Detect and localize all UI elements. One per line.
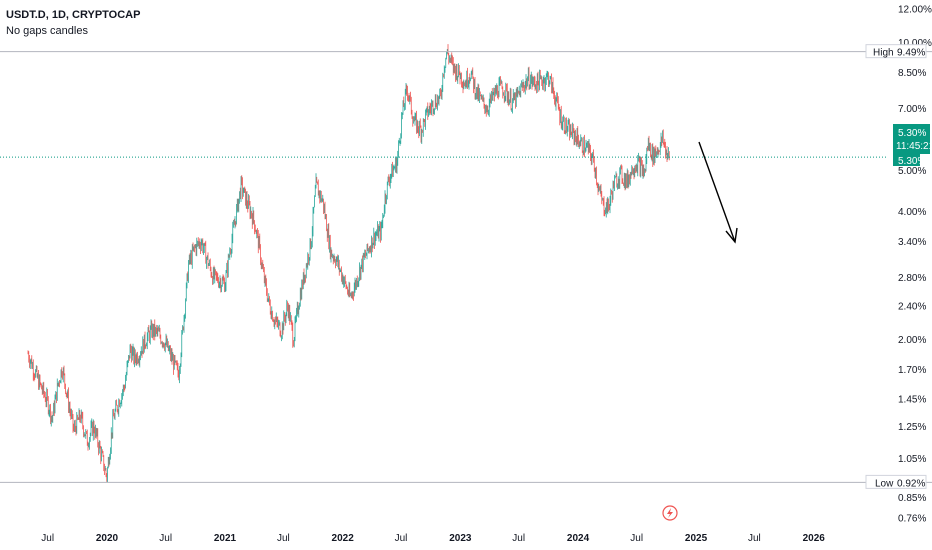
chart-subtitle: No gaps candles: [6, 25, 88, 37]
price-tick-label: 2.00%: [898, 335, 926, 346]
price-tick-label: 7.00%: [898, 104, 926, 115]
time-tick-label: 2025: [685, 533, 708, 544]
time-tick-label: 2026: [803, 533, 826, 544]
time-tick-label: Jul: [41, 533, 54, 544]
time-tick-label: 2020: [96, 533, 119, 544]
down-arrow-head: [725, 227, 738, 244]
current-price-box-lower: [893, 154, 920, 166]
time-tick-label: 2023: [449, 533, 472, 544]
lightning-event-icon[interactable]: [662, 505, 678, 521]
price-axis: 12.00% 10.00% 8.50% 7.00% 5.00% 4.00% 3.40% 2.8…: [898, 4, 932, 524]
price-tick-label: 8.50%: [898, 68, 926, 79]
time-tick-label: Jul: [277, 533, 290, 544]
price-tick-label: 12.00%: [898, 4, 932, 15]
candles-layer: [27, 44, 670, 483]
low-tag: Low: [875, 478, 894, 489]
current-price-box: [893, 124, 930, 154]
current-price-value-lower: 5.30%: [898, 156, 926, 167]
time-tick-label: 2022: [332, 533, 355, 544]
time-tick-label: 2021: [214, 533, 237, 544]
price-tick-label: 10.00%: [898, 38, 932, 49]
price-tick-label: 5.00%: [898, 166, 926, 177]
price-tick-label: 2.80%: [898, 273, 926, 284]
time-tick-label: Jul: [512, 533, 525, 544]
price-tick-label: 2.40%: [898, 301, 926, 312]
high-tag-box: [865, 44, 927, 59]
time-tick-label: Jul: [395, 533, 408, 544]
time-axis: Jul 2020 Jul 2021 Jul 2022 Jul 2023 Jul 2024 Jul 20…: [41, 533, 825, 544]
price-tick-label: 0.76%: [898, 514, 926, 525]
price-tick-label: 1.70%: [898, 365, 926, 376]
high-value: 9.49%: [897, 48, 925, 59]
price-tick-label: 1.45%: [898, 394, 926, 405]
high-tag: High: [873, 48, 894, 59]
time-tick-label: Jul: [159, 533, 172, 544]
price-tick-label: 1.05%: [898, 454, 926, 465]
low-tag-box: [865, 474, 927, 489]
time-tick-label: Jul: [748, 533, 761, 544]
price-tick-label: 0.85%: [898, 493, 926, 504]
price-tick-label: 1.25%: [898, 422, 926, 433]
time-tick-label: 2024: [567, 533, 590, 544]
symbol-title: USDT.D, 1D, CRYPTOCAP: [6, 9, 141, 21]
time-tick-label: Jul: [630, 533, 643, 544]
current-price-value: 5.30%: [898, 128, 926, 139]
countdown-timer: 11:45:21: [896, 141, 932, 152]
price-tick-label: 3.40%: [898, 237, 926, 248]
low-value: 0.92%: [897, 478, 925, 489]
price-tick-label: 4.00%: [898, 207, 926, 218]
down-arrow-shaft[interactable]: [698, 141, 736, 243]
